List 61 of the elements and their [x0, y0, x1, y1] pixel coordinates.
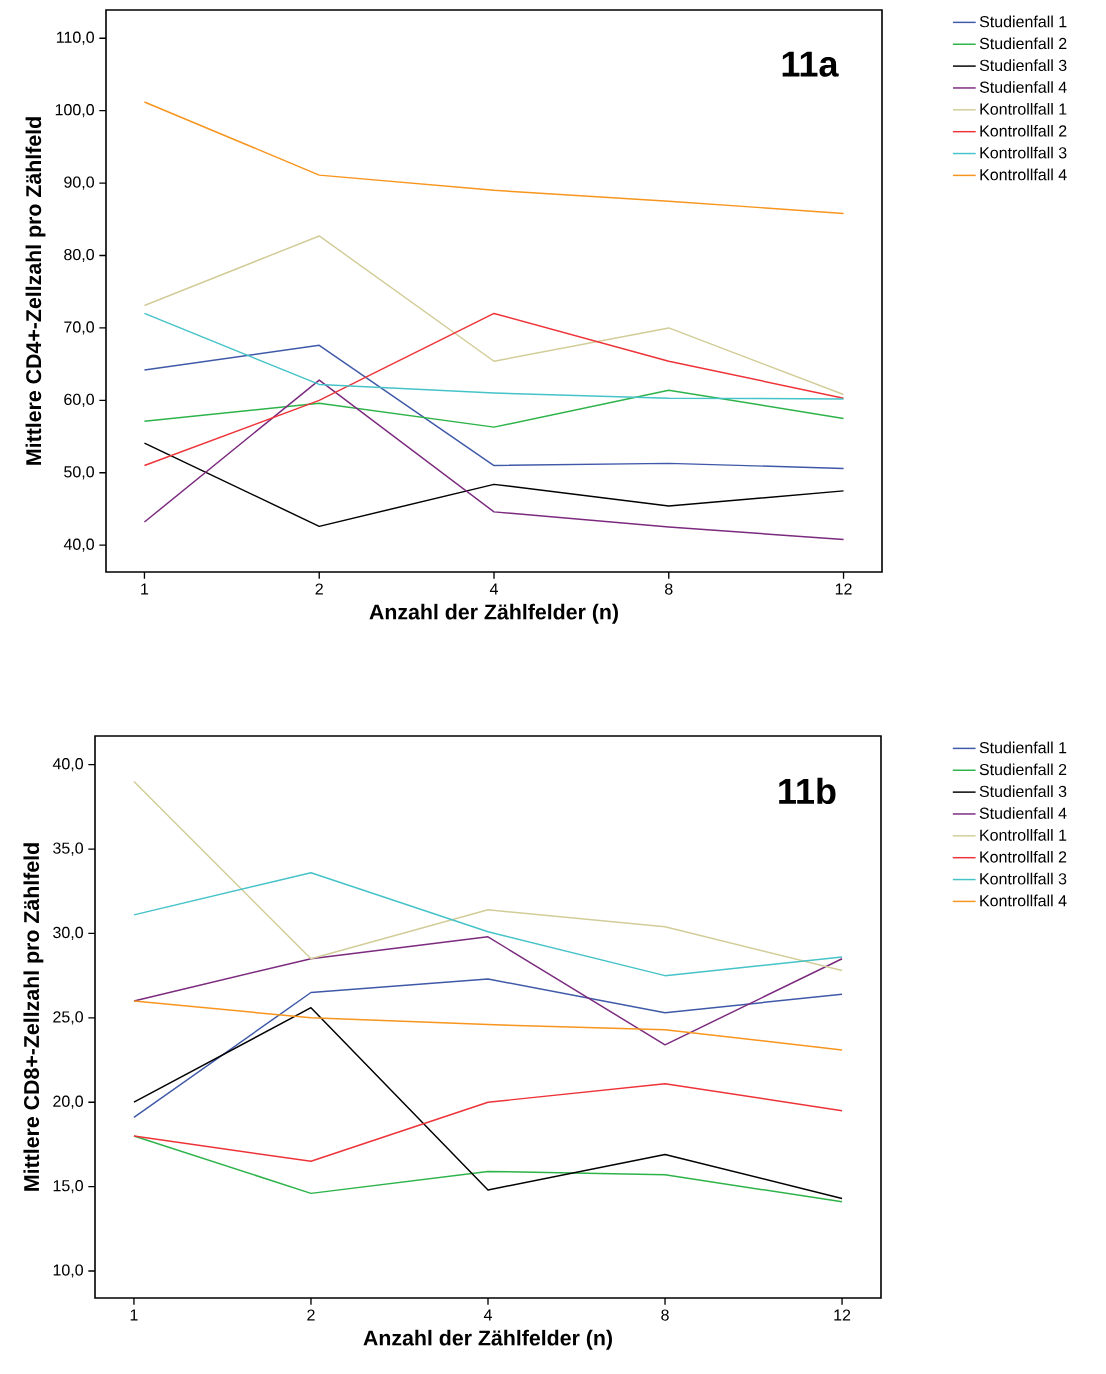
y-tick-label: 35,0	[53, 842, 83, 856]
legend-label: Kontrollfall 4	[980, 894, 1067, 907]
legend-label: Kontrollfall 2	[980, 850, 1067, 863]
legend-label: Kontrollfall 2	[980, 124, 1067, 137]
x-tick-label: 12	[834, 1309, 851, 1321]
legend-label: Kontrollfall 4	[980, 168, 1067, 181]
y-tick-label: 40,0	[52, 758, 83, 772]
line-series	[143, 344, 845, 470]
legend-label: Studienfall 2	[979, 37, 1067, 50]
x-tick-label: 8	[665, 583, 673, 595]
text: 11a	[782, 51, 839, 77]
line-series	[143, 389, 845, 428]
line-series	[143, 312, 845, 467]
legend-label: Kontrollfall 3	[980, 146, 1067, 159]
x-axis-title: Anzahl der Zählfelder (n)	[363, 1329, 612, 1350]
line-series	[133, 871, 843, 977]
y-axis-title: Mittlere CD4+-Zellzahl pro Zählfeld	[25, 117, 46, 465]
text: 11b	[779, 777, 836, 805]
y-tick-label: 15,0	[53, 1180, 83, 1194]
y-tick-label: 110,0	[56, 31, 94, 45]
legend-label: Studienfall 3	[979, 785, 1067, 798]
y-tick-label: 20,0	[53, 1095, 83, 1109]
legend-label: Studienfall 4	[979, 807, 1067, 819]
line-series	[133, 978, 843, 1119]
y-tick-label: 30,0	[53, 926, 83, 941]
y-tick-label: 80,0	[64, 248, 94, 263]
x-tick-label: 1	[141, 583, 149, 595]
line-series	[143, 442, 845, 528]
x-tick-label: 4	[489, 583, 498, 595]
legend-label: Kontrollfall 1	[980, 103, 1067, 115]
legend-label: Studienfall 2	[979, 763, 1067, 776]
x-tick-label: 12	[835, 583, 852, 595]
y-tick-label: 70,0	[64, 321, 94, 335]
y-axis-title: Mittlere CD8+-Zellzahl pro Zählfeld	[23, 843, 44, 1191]
line-series	[133, 1082, 843, 1163]
line-series	[143, 312, 845, 400]
line-series	[143, 379, 845, 541]
x-tick-label: 1	[130, 1309, 138, 1321]
line-series	[143, 101, 845, 215]
y-tick-label: 40,0	[63, 538, 94, 552]
legend-label: Studienfall 1	[979, 741, 1067, 754]
line-series	[133, 1006, 843, 1200]
x-tick-label: 8	[661, 1309, 669, 1321]
line-series	[143, 235, 845, 396]
y-tick-label: 10,0	[53, 1264, 83, 1278]
legend-label: Studienfall 4	[979, 81, 1067, 93]
x-tick-label: 2	[315, 583, 323, 595]
y-tick-label: 50,0	[64, 466, 94, 480]
x-axis-title: Anzahl der Zählfelder (n)	[369, 603, 618, 624]
y-tick-label: 25,0	[53, 1011, 83, 1025]
legend-label: Studienfall 3	[979, 59, 1067, 72]
y-tick-label: 60,0	[64, 393, 94, 407]
x-tick-label: 4	[483, 1309, 492, 1321]
y-tick-label: 90,0	[64, 176, 94, 190]
line-series	[133, 1000, 843, 1051]
legend-label: Kontrollfall 1	[980, 829, 1067, 841]
x-tick-label: 2	[307, 1309, 315, 1321]
legend-label: Kontrollfall 3	[980, 872, 1067, 885]
line-series	[133, 1135, 843, 1203]
legend-label: Studienfall 1	[979, 15, 1067, 28]
y-tick-label: 100,0	[55, 104, 94, 118]
